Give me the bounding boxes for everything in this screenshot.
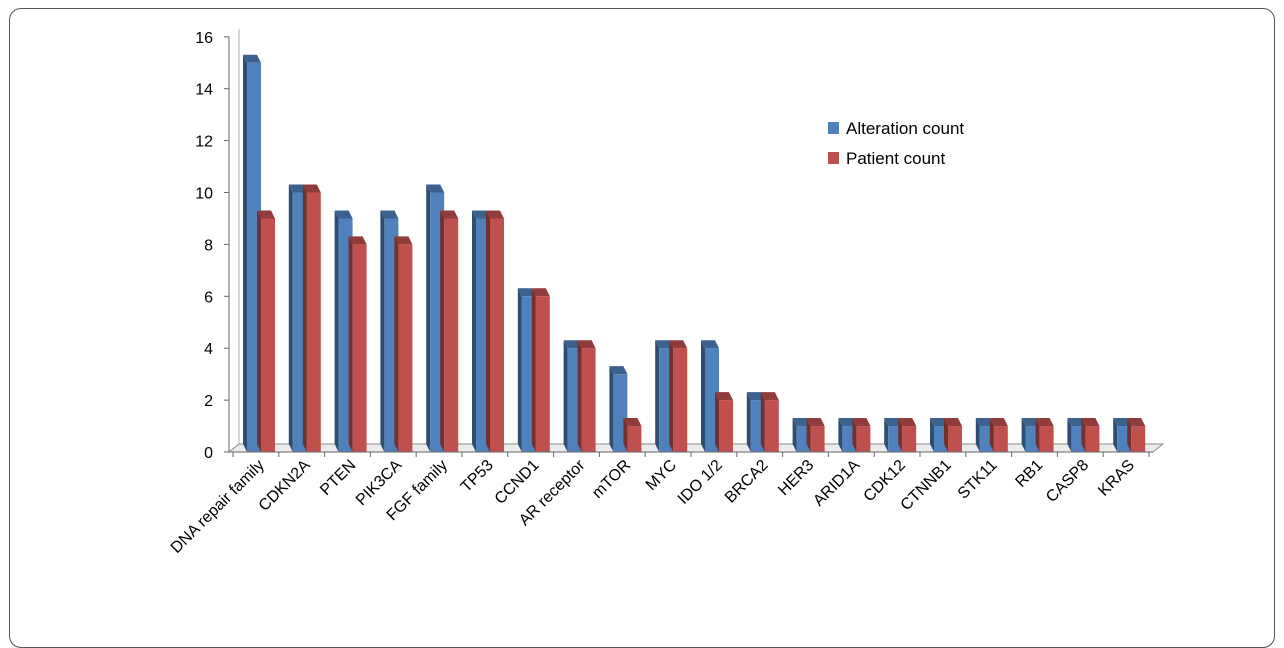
x-tick-label: TP53 — [458, 457, 497, 496]
bar-patient-9 — [669, 340, 688, 452]
y-tick-label: 0 — [204, 445, 213, 462]
bar-patient-13 — [852, 418, 871, 452]
bar-patient-3 — [394, 236, 413, 452]
bar-patient-1 — [302, 184, 321, 452]
bar-patient-8 — [623, 418, 642, 452]
x-tick-label: BRCA2 — [722, 457, 772, 507]
x-tick-label: KRAS — [1095, 457, 1138, 500]
x-tick-label: ARID1A — [810, 457, 863, 510]
bar-patient-11 — [760, 392, 779, 452]
y-tick-label: 4 — [204, 341, 213, 358]
legend-swatch-0 — [828, 122, 839, 134]
legend-label-1: Patient count — [846, 149, 946, 168]
bar-patient-7 — [577, 340, 596, 452]
bar-patient-19 — [1127, 418, 1146, 452]
x-tick-label: PTEN — [317, 457, 359, 499]
bar-patient-17 — [1035, 418, 1054, 452]
x-tick-label: IDO 1/2 — [675, 457, 726, 508]
x-tick-label: CASP8 — [1043, 457, 1092, 506]
x-tick-label: RB1 — [1012, 457, 1046, 491]
bar-patient-18 — [1081, 418, 1100, 452]
bar-patient-12 — [806, 418, 825, 452]
x-tick-label: CDKN2A — [256, 457, 314, 515]
bar-patient-4 — [440, 210, 459, 452]
y-tick-label: 16 — [195, 30, 213, 47]
legend-label-0: Alteration count — [846, 119, 964, 138]
x-tick-label: HER3 — [775, 457, 817, 499]
y-tick-label: 12 — [195, 134, 213, 151]
bar-patient-6 — [531, 288, 550, 452]
y-tick-label: 8 — [204, 237, 213, 254]
x-tick-label: mTOR — [589, 457, 634, 502]
bar-patient-14 — [898, 418, 917, 452]
y-tick-label: 14 — [195, 82, 213, 99]
bar-patient-10 — [715, 392, 733, 452]
x-tick-label: DNA repair family — [168, 457, 268, 557]
bar-patient-16 — [989, 418, 1008, 452]
y-tick-label: 10 — [195, 186, 213, 203]
chart-frame — [9, 8, 1275, 648]
bar-patient-0 — [257, 210, 275, 452]
x-tick-label: STK11 — [955, 457, 1001, 503]
bar-patient-15 — [944, 418, 962, 452]
bar-alteration-17 — [1021, 418, 1040, 452]
bar-patient-5 — [486, 210, 504, 452]
y-tick-label: 6 — [204, 289, 213, 306]
x-tick-label: CTNNB1 — [898, 457, 955, 514]
bar-patient-2 — [348, 236, 367, 452]
x-tick-label: MYC — [643, 457, 680, 494]
y-tick-label: 2 — [204, 393, 213, 410]
bar-alteration-14 — [884, 418, 903, 452]
legend-swatch-1 — [828, 152, 839, 164]
